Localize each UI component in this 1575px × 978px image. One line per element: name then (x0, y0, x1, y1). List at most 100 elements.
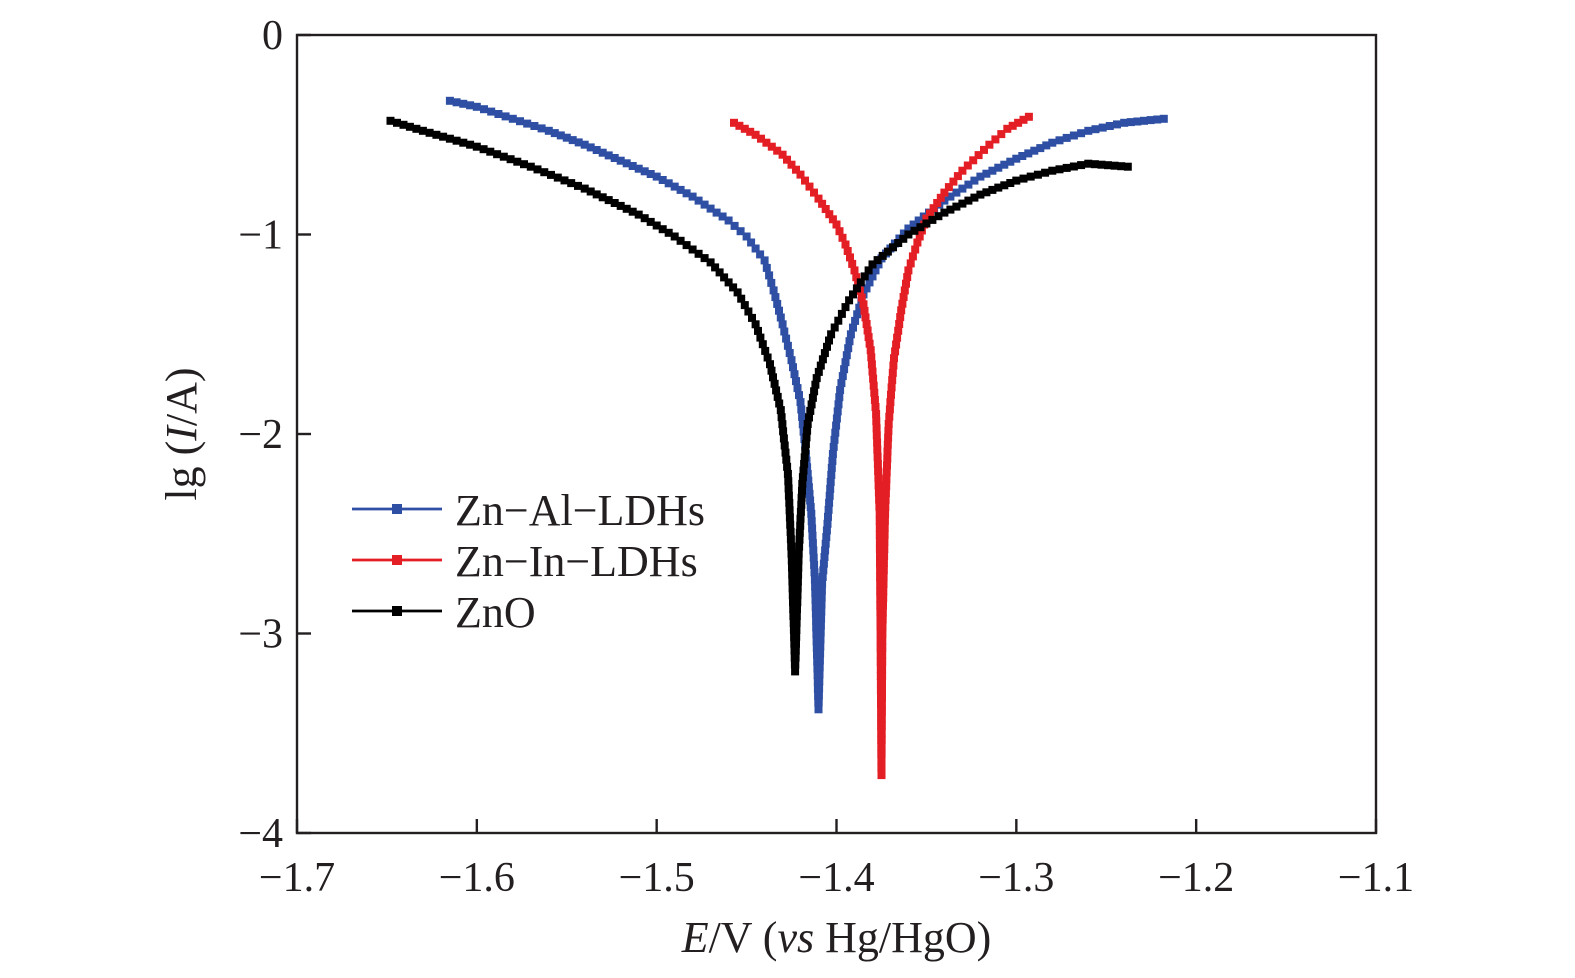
series-point (466, 101, 475, 110)
y-tick-label: 0 (262, 13, 283, 59)
series-point (879, 580, 888, 589)
series-point (884, 426, 893, 435)
series-point (835, 227, 844, 236)
series-point (783, 155, 791, 164)
series-point (824, 512, 832, 521)
series-point (877, 700, 886, 709)
series-point (869, 374, 878, 383)
series-point (785, 349, 794, 357)
series-point (825, 491, 834, 500)
series-point (1019, 174, 1028, 183)
series-point (994, 163, 1003, 172)
x-tick-label: −1.6 (439, 855, 515, 901)
series-point (808, 393, 817, 402)
series-point (879, 601, 887, 610)
series-point (622, 204, 631, 213)
series-point (452, 136, 461, 145)
series-point (860, 306, 869, 315)
series-point (796, 398, 805, 407)
series-point (530, 122, 539, 130)
series-point (964, 180, 973, 189)
series-point (770, 379, 779, 388)
series-point (867, 353, 876, 362)
series-point (784, 484, 793, 493)
y-tick-label: −4 (238, 811, 283, 857)
series-point (952, 202, 961, 211)
series-point (805, 413, 813, 422)
series-point (841, 240, 850, 249)
series-point (814, 367, 823, 376)
series-point (1110, 161, 1119, 170)
series-point (775, 306, 783, 315)
series-point (771, 293, 780, 302)
series-point (887, 390, 895, 399)
series-point (798, 473, 807, 482)
series-point (550, 129, 559, 138)
series-point (869, 381, 878, 390)
series-point (985, 140, 994, 149)
series-point (791, 660, 800, 669)
series-point (946, 205, 955, 214)
series-point (827, 470, 836, 479)
series-point (810, 568, 819, 577)
series-point (882, 475, 891, 484)
y-tick-label: −1 (238, 213, 283, 259)
series-point (792, 165, 800, 174)
series-point (868, 272, 877, 281)
series-point (832, 220, 841, 229)
series-point (815, 656, 824, 665)
series-point (887, 383, 896, 392)
series-point (798, 412, 807, 421)
series-point (810, 561, 819, 569)
series-point (836, 386, 845, 395)
legend-label: ZnO (455, 588, 536, 637)
series-point (1018, 152, 1027, 160)
series-point (883, 461, 891, 470)
series-point (832, 414, 841, 423)
series-point (466, 140, 475, 149)
series-point (875, 516, 884, 525)
series-point (878, 686, 886, 695)
series-point (1090, 160, 1099, 169)
series-point (556, 131, 565, 140)
series-point (733, 288, 742, 297)
series-point (878, 251, 887, 260)
series-point (819, 566, 828, 575)
series-point (845, 337, 854, 346)
series-point (1003, 124, 1012, 133)
series-point (877, 749, 886, 758)
series-point (1006, 157, 1015, 166)
series-point (916, 223, 925, 232)
series-point (652, 221, 661, 230)
series-point (844, 344, 853, 353)
series-point (816, 621, 825, 630)
series-point (520, 160, 528, 169)
series-point (884, 433, 893, 442)
series-point (804, 483, 813, 492)
series-point (812, 623, 821, 632)
series-point (821, 546, 830, 555)
series-point (778, 420, 787, 429)
series-point (827, 330, 836, 339)
series-point (785, 498, 794, 507)
series-point (795, 528, 804, 537)
series-0 (445, 96, 1168, 714)
series-point (580, 184, 589, 193)
series-point (830, 323, 839, 332)
series-point (797, 493, 806, 502)
series-point (805, 182, 814, 191)
series-point (958, 184, 967, 193)
series-point (786, 527, 795, 536)
series-point (506, 155, 515, 164)
series-point (501, 112, 510, 121)
x-tick-label: −1.2 (1158, 855, 1234, 901)
series-point (800, 453, 809, 462)
series-point (904, 230, 913, 239)
series-point (873, 452, 882, 461)
series-point (970, 193, 979, 202)
series-point (861, 313, 870, 322)
series-point (969, 156, 978, 165)
series-point (908, 252, 917, 261)
series-point (513, 157, 522, 166)
series-point (862, 320, 871, 328)
